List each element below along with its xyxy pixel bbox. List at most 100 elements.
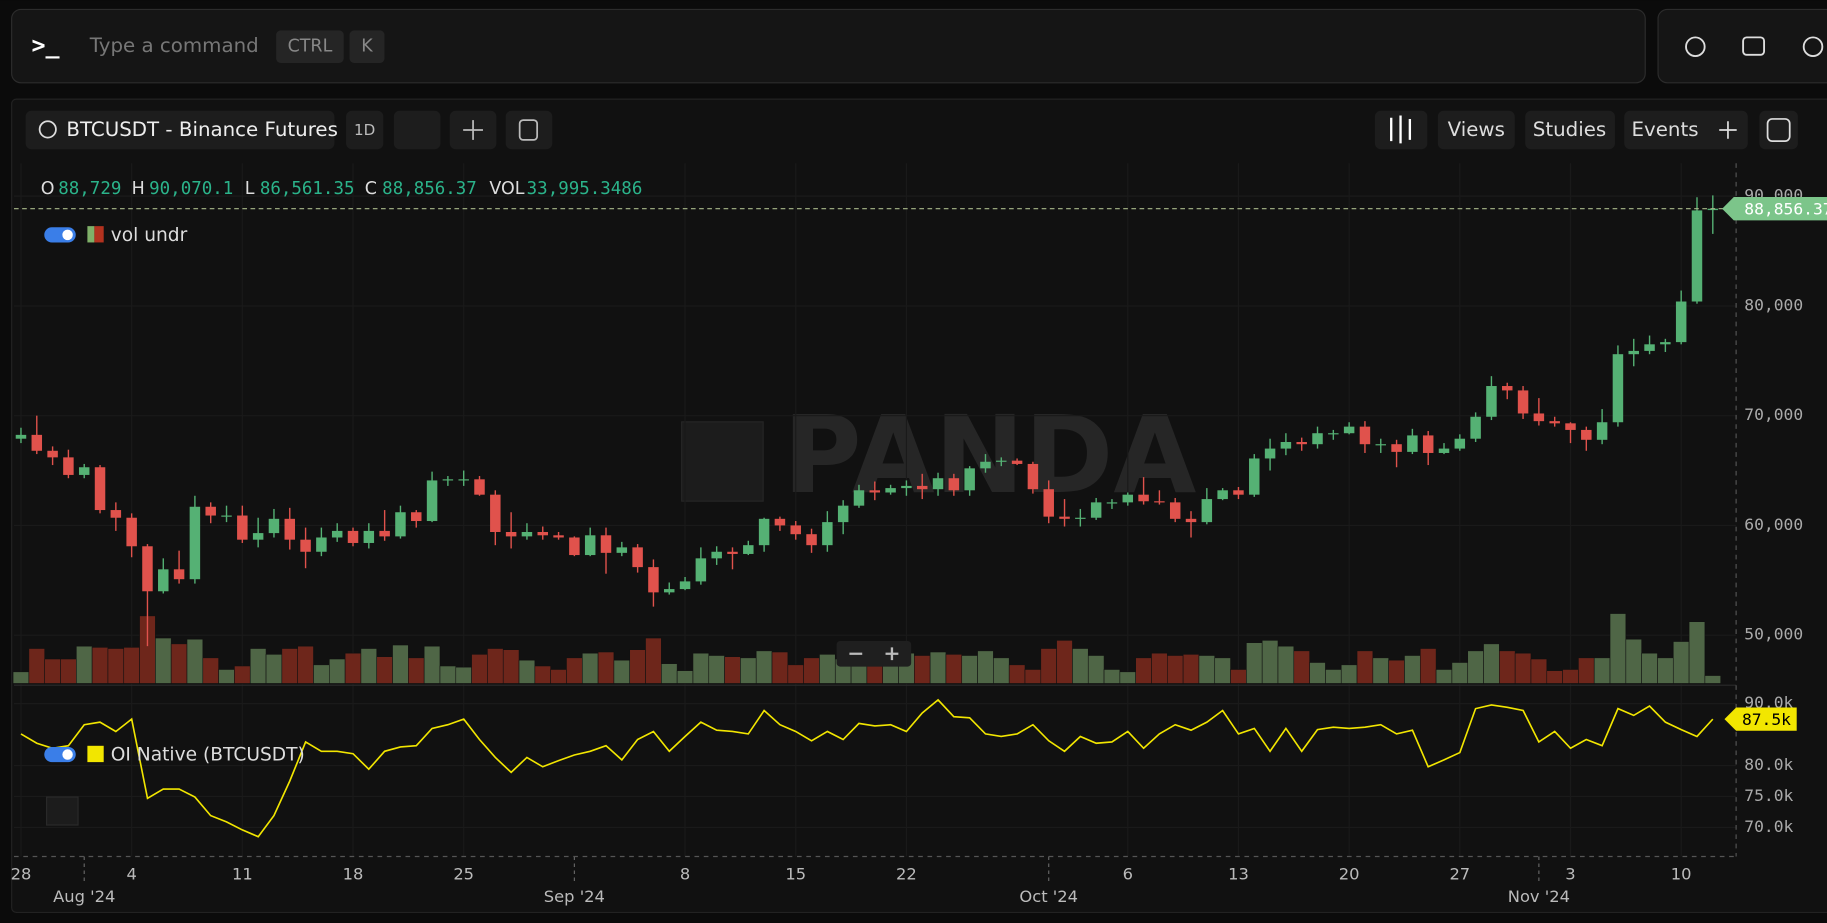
search-icon bbox=[38, 120, 57, 139]
candle-body bbox=[411, 512, 422, 522]
swatch bbox=[87, 745, 104, 763]
y2-tick-label: 80.0k bbox=[1744, 755, 1793, 774]
candle-body bbox=[1596, 422, 1608, 440]
swatch bbox=[94, 226, 104, 243]
last-price-tag bbox=[1722, 197, 1827, 221]
edit-button[interactable] bbox=[393, 110, 441, 150]
candle-body bbox=[521, 532, 533, 537]
month-label: Aug '24 bbox=[53, 887, 115, 906]
candle-body bbox=[1644, 344, 1655, 351]
interval[interactable]: 1D bbox=[354, 121, 375, 139]
watermark-logo bbox=[681, 421, 764, 502]
logo: >_ bbox=[31, 32, 60, 59]
candle-body bbox=[616, 547, 628, 553]
volume-bar bbox=[629, 649, 646, 684]
candle-body bbox=[1660, 342, 1671, 345]
volume-bar bbox=[1435, 669, 1453, 684]
symbol-search[interactable] bbox=[25, 110, 335, 150]
volume-bar bbox=[1246, 642, 1263, 684]
x-tick-label: 13 bbox=[1228, 865, 1249, 884]
volume-bar bbox=[344, 652, 362, 684]
clipboard-button[interactable] bbox=[505, 110, 553, 150]
symbol[interactable]: BTCUSDT - Binance Futures bbox=[66, 118, 337, 141]
candle-body bbox=[1201, 499, 1213, 523]
plus-icon bbox=[463, 120, 483, 140]
volume-bar bbox=[1309, 662, 1326, 684]
volume-bar bbox=[1562, 669, 1579, 684]
toggle-knob bbox=[62, 749, 73, 760]
candle-body bbox=[853, 490, 865, 506]
volume-bar bbox=[12, 671, 30, 684]
settings-icon[interactable] bbox=[1802, 36, 1824, 57]
volume-bar bbox=[1356, 650, 1374, 684]
volume-bar bbox=[107, 648, 125, 684]
candle-body bbox=[695, 558, 707, 582]
volume-bar bbox=[76, 645, 93, 684]
candle-body bbox=[1565, 423, 1576, 430]
command-bar[interactable] bbox=[11, 8, 1646, 84]
y-tick-label: 60,000 bbox=[1744, 515, 1803, 534]
x-tick-label: 25 bbox=[453, 865, 474, 884]
views-button[interactable] bbox=[1437, 110, 1515, 150]
volume-bar bbox=[581, 652, 599, 684]
settings-button[interactable] bbox=[1759, 110, 1798, 150]
candle-body bbox=[395, 512, 406, 537]
volume-bar bbox=[1103, 669, 1121, 684]
volume-bar bbox=[597, 651, 615, 684]
candle-body bbox=[205, 506, 216, 516]
volume-bar bbox=[613, 659, 631, 684]
month-label: Sep '24 bbox=[544, 887, 605, 906]
command-placeholder[interactable]: Type a command bbox=[89, 34, 259, 57]
volume-bar bbox=[1578, 657, 1595, 684]
zoom-controls bbox=[836, 640, 912, 667]
volume-bar bbox=[1467, 650, 1484, 684]
volume-bar bbox=[265, 654, 283, 684]
candle-body bbox=[490, 494, 501, 533]
interval-button[interactable] bbox=[346, 110, 384, 150]
candle-body bbox=[1169, 502, 1181, 519]
menu-label[interactable]: Studies bbox=[1533, 118, 1606, 141]
candle-body bbox=[901, 485, 912, 489]
candle-body bbox=[1043, 489, 1054, 517]
swatch bbox=[87, 226, 95, 243]
toggle-knob bbox=[62, 229, 73, 241]
y-tick-label: 70,000 bbox=[1744, 405, 1803, 424]
ohlc-key: C bbox=[365, 179, 377, 199]
volume-bar bbox=[455, 666, 472, 684]
candle-body bbox=[300, 539, 311, 552]
volume-bar bbox=[1419, 648, 1437, 684]
candle-body bbox=[1533, 413, 1545, 422]
candle-body bbox=[537, 532, 548, 536]
menu-label[interactable]: Events bbox=[1632, 118, 1699, 141]
volume-bar bbox=[1214, 657, 1231, 684]
candle-body bbox=[316, 537, 327, 552]
zoom-icons[interactable] bbox=[849, 647, 899, 661]
volume-bar bbox=[487, 648, 504, 684]
candle-body bbox=[1407, 435, 1418, 452]
network-icon[interactable] bbox=[1685, 36, 1706, 57]
events-button[interactable] bbox=[1624, 110, 1748, 150]
candle-body bbox=[1122, 494, 1134, 503]
volume-bar bbox=[1135, 657, 1152, 684]
candle-body bbox=[790, 525, 801, 535]
plus-icon[interactable] bbox=[1719, 121, 1737, 139]
volume-bar bbox=[1230, 669, 1247, 684]
volume-bar bbox=[1277, 645, 1295, 684]
volume-bar bbox=[914, 655, 931, 684]
x-tick-label: 6 bbox=[1123, 865, 1133, 884]
menu-label[interactable]: Views bbox=[1448, 118, 1505, 141]
oi-last-tag bbox=[1724, 707, 1797, 731]
volume-bar bbox=[1056, 640, 1073, 684]
volume-bar bbox=[186, 638, 204, 684]
candle-body bbox=[1233, 490, 1244, 495]
volume-bar bbox=[249, 648, 267, 684]
volume-bar bbox=[202, 657, 219, 684]
wallet-icon[interactable] bbox=[1742, 36, 1766, 56]
studies-button[interactable] bbox=[1525, 110, 1615, 150]
candle-body bbox=[237, 515, 248, 540]
volume-bar bbox=[1087, 655, 1105, 684]
y-tick-label: 50,000 bbox=[1744, 625, 1803, 644]
candle-body bbox=[1090, 502, 1102, 518]
candle-body bbox=[1438, 448, 1450, 453]
